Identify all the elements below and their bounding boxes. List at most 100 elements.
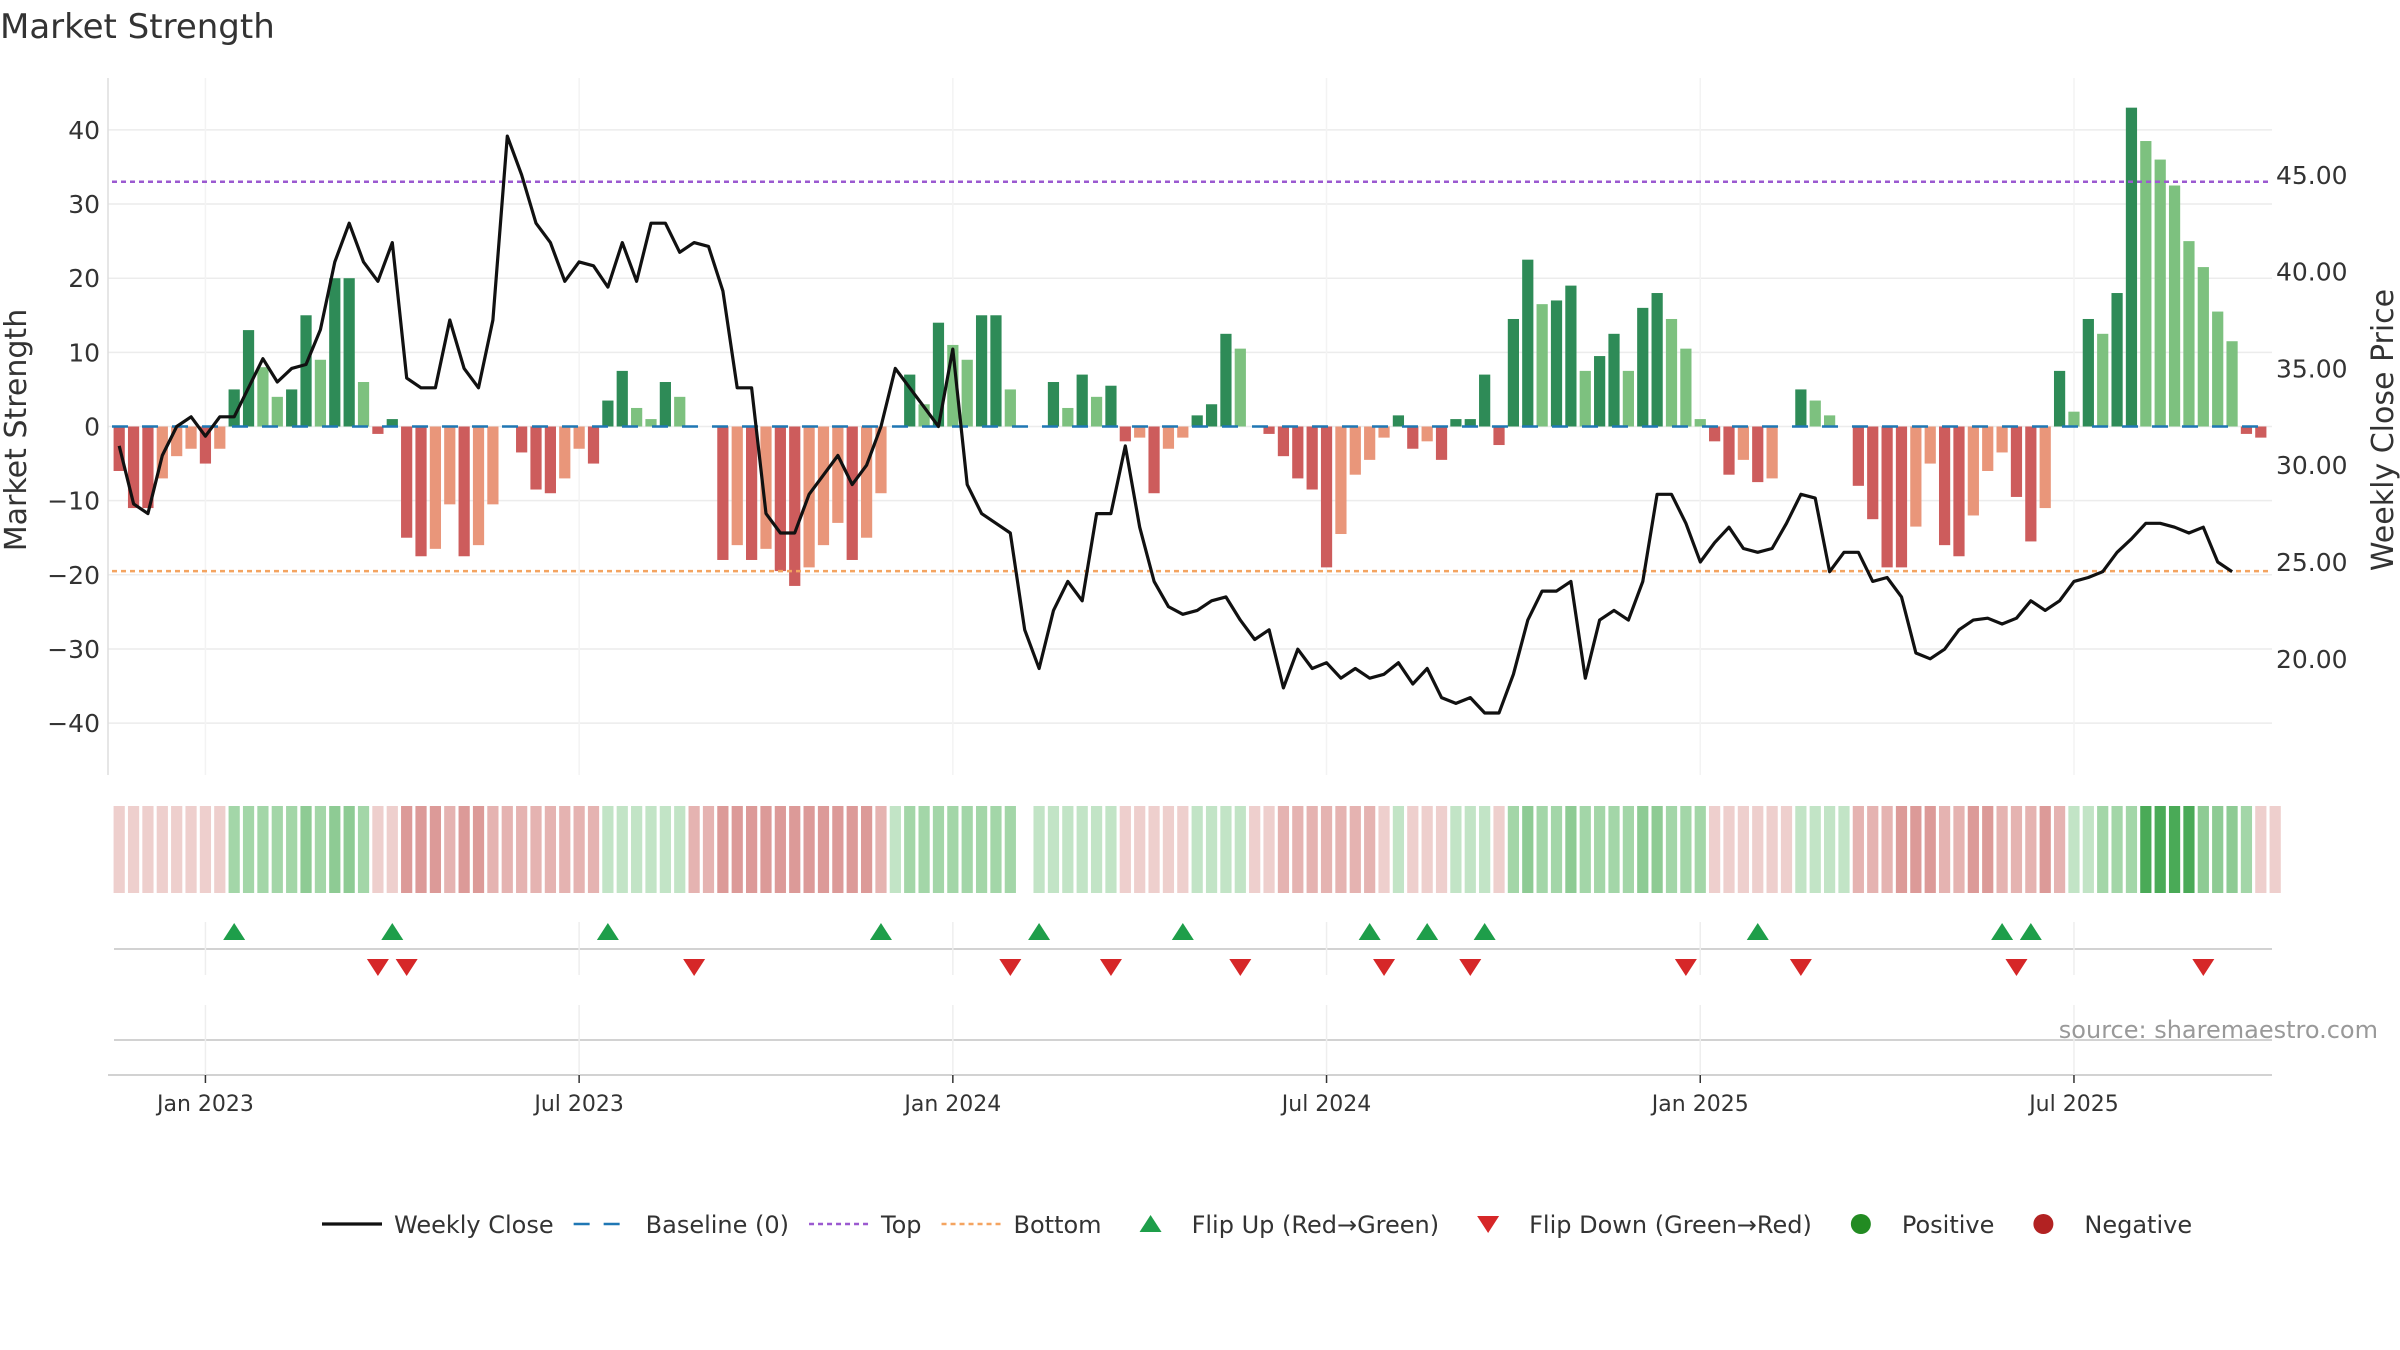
strip-cell bbox=[975, 806, 988, 893]
strip-cell bbox=[1148, 806, 1160, 893]
strength-bar bbox=[1565, 285, 1577, 427]
strip-cell bbox=[832, 806, 844, 893]
strength-bar bbox=[645, 419, 657, 427]
strip-cell bbox=[1608, 806, 1620, 893]
x-tick-label: Jul 2023 bbox=[532, 1092, 624, 1117]
strip-cell bbox=[127, 806, 140, 893]
strength-bar bbox=[1694, 419, 1706, 427]
strip-cell bbox=[1536, 806, 1548, 893]
strip-cell bbox=[271, 806, 283, 893]
strength-bar bbox=[961, 359, 973, 427]
strip-cell bbox=[918, 806, 930, 893]
flip-up-marker bbox=[1358, 923, 1381, 940]
strip-cell bbox=[904, 806, 916, 893]
strip-cell bbox=[1234, 806, 1246, 893]
strip-cell bbox=[817, 806, 830, 893]
strip-cell bbox=[1047, 806, 1060, 893]
strip-cell bbox=[1263, 806, 1275, 893]
strip-cell bbox=[1795, 806, 1807, 893]
strength-bar bbox=[2053, 370, 2066, 427]
flip-markers-panel bbox=[108, 922, 2272, 1076]
strip-cell bbox=[602, 806, 614, 893]
strength-bar bbox=[1910, 426, 1922, 527]
strip-cell bbox=[214, 806, 226, 893]
flip-up-marker bbox=[1991, 923, 2014, 940]
left-tick-label: −40 bbox=[47, 709, 100, 738]
strength-bar bbox=[1824, 415, 1836, 427]
strength-bar bbox=[1392, 415, 1405, 427]
flip-up-marker bbox=[596, 923, 619, 940]
flip-down-marker bbox=[1459, 959, 1482, 976]
strip-cell bbox=[1191, 806, 1203, 893]
strip-cell bbox=[1938, 806, 1951, 893]
strip-cell bbox=[961, 806, 973, 893]
legend-item-close: Weekly Close bbox=[322, 1211, 554, 1239]
strength-bar bbox=[1191, 415, 1203, 427]
strip-cell bbox=[1594, 806, 1606, 893]
flip-up-marker bbox=[869, 923, 892, 940]
strip-cell bbox=[1479, 806, 1491, 893]
strip-cell bbox=[803, 806, 815, 893]
flip-down-marker bbox=[683, 959, 706, 976]
strip-cell bbox=[2111, 806, 2123, 893]
legend-label: Negative bbox=[2084, 1211, 2192, 1239]
strip-cell bbox=[357, 806, 370, 893]
strength-bar bbox=[774, 426, 786, 572]
left-tick-label: −30 bbox=[47, 635, 100, 664]
strength-bar bbox=[199, 426, 212, 464]
strength-bar bbox=[2255, 426, 2267, 438]
strip-cell bbox=[472, 806, 485, 893]
strip-cell bbox=[1709, 806, 1721, 893]
strip-cell bbox=[674, 806, 686, 893]
strength-heat-strip bbox=[113, 806, 2281, 893]
strip-cell bbox=[1320, 806, 1333, 893]
strip-cell bbox=[947, 806, 959, 893]
strength-bar bbox=[1881, 426, 1893, 568]
strength-bar bbox=[789, 426, 801, 586]
strip-cell bbox=[2183, 806, 2195, 893]
strip-cell bbox=[415, 806, 427, 893]
x-tick-label: Jan 2023 bbox=[155, 1092, 254, 1117]
strength-bar bbox=[2025, 426, 2037, 542]
strength-bar bbox=[1162, 426, 1175, 449]
strip-cell bbox=[1680, 806, 1692, 893]
strip-cell bbox=[2125, 806, 2138, 893]
strength-bar bbox=[1220, 333, 1232, 427]
strip-cell bbox=[1838, 806, 1850, 893]
legend-item-positive: Positive bbox=[1850, 1211, 1994, 1239]
flip-up-marker bbox=[223, 923, 246, 940]
strength-bar bbox=[1062, 407, 1074, 427]
strip-cell bbox=[1464, 806, 1476, 893]
strength-bar bbox=[228, 389, 240, 427]
strip-cell bbox=[1349, 806, 1361, 893]
strength-bar bbox=[2082, 318, 2094, 427]
strip-cell bbox=[314, 806, 327, 893]
strip-cell bbox=[1162, 806, 1175, 893]
strip-cell bbox=[875, 806, 887, 893]
strength-bar bbox=[616, 370, 628, 427]
strength-bar bbox=[559, 426, 571, 479]
strength-bar bbox=[458, 426, 470, 557]
flip-up-marker bbox=[1746, 923, 1769, 940]
strip-cell bbox=[2240, 806, 2253, 893]
flip-down-marker bbox=[1373, 959, 1396, 976]
strength-bar bbox=[1148, 426, 1160, 494]
strength-bar bbox=[444, 426, 456, 505]
strip-cell bbox=[1249, 806, 1261, 893]
strip-cell bbox=[1895, 806, 1908, 893]
strength-bar bbox=[1752, 426, 1764, 483]
strength-bar bbox=[1421, 426, 1433, 442]
strength-bar bbox=[372, 426, 384, 434]
strip-cell bbox=[1852, 806, 1864, 893]
strip-cell bbox=[587, 806, 600, 893]
flip-down-marker bbox=[1789, 959, 1812, 976]
strip-cell bbox=[688, 806, 700, 893]
strength-bar bbox=[2154, 159, 2166, 427]
strength-bar bbox=[1637, 307, 1649, 427]
strength-bar bbox=[1852, 426, 1864, 486]
strength-bar bbox=[1737, 426, 1749, 460]
strength-bar bbox=[1205, 404, 1218, 427]
strip-cell bbox=[2212, 806, 2224, 893]
strip-cell bbox=[487, 806, 499, 893]
left-tick-label: 10 bbox=[68, 338, 100, 367]
